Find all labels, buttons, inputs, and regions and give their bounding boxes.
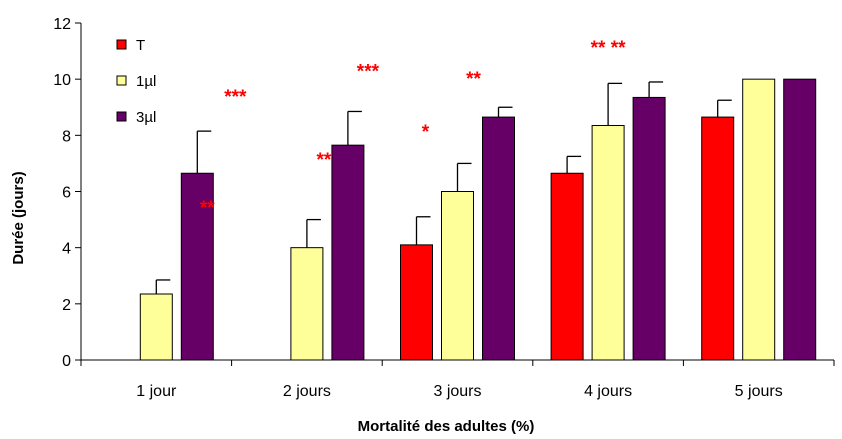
legend-swatch [116,39,127,50]
y-tick-label: 12 [53,16,71,33]
legend-label: 3µl [136,109,156,126]
bar [550,172,584,361]
legend: T 1µl 3µl [116,37,156,126]
x-axis: 1 jour 2 jours 3 jours 4 jours 5 jours [80,359,835,400]
legend-swatch [116,111,127,122]
x-tick-label: 4 jours [584,383,632,400]
bar [742,78,776,361]
bar [180,172,214,361]
significance-marker: *** [224,87,247,108]
significance-marker: *** [357,62,380,83]
y-tick-label: 6 [62,185,71,202]
x-tick-label: 2 jours [283,383,331,400]
y-axis: 0 2 4 6 8 10 12 [53,16,82,370]
x-tick-label: 5 jours [735,383,783,400]
bar [632,96,666,361]
bar [400,244,433,361]
bar [482,116,515,361]
y-tick-label: 10 [53,72,71,89]
y-tick-label: 0 [62,353,71,370]
y-tick-label: 4 [62,241,71,258]
x-axis-title: Mortalité des adultes (%) [358,418,535,435]
significance-marker: ** [317,150,332,171]
bar [139,293,173,361]
x-tick-label: 3 jours [433,383,481,400]
y-axis-title: Durée (jours) [10,171,27,264]
significance-marker: * [422,122,430,143]
legend-label: T [136,37,145,54]
significance-marker: ** [466,69,481,90]
bar [441,191,474,361]
legend-swatch [116,75,127,86]
bar [290,247,324,361]
bar [783,78,817,361]
bar [591,125,625,361]
x-tick-label: 1 jour [136,383,177,400]
bars [139,78,817,361]
significance-annotations: *************** ** [200,38,626,219]
bar [701,116,735,361]
bar [331,144,365,361]
significance-marker: ** ** [591,38,626,59]
error-bars [155,81,732,295]
significance-marker: ** [200,198,215,219]
y-tick-label: 8 [62,128,71,145]
legend-label: 1µl [136,73,156,90]
y-tick-label: 2 [62,297,71,314]
